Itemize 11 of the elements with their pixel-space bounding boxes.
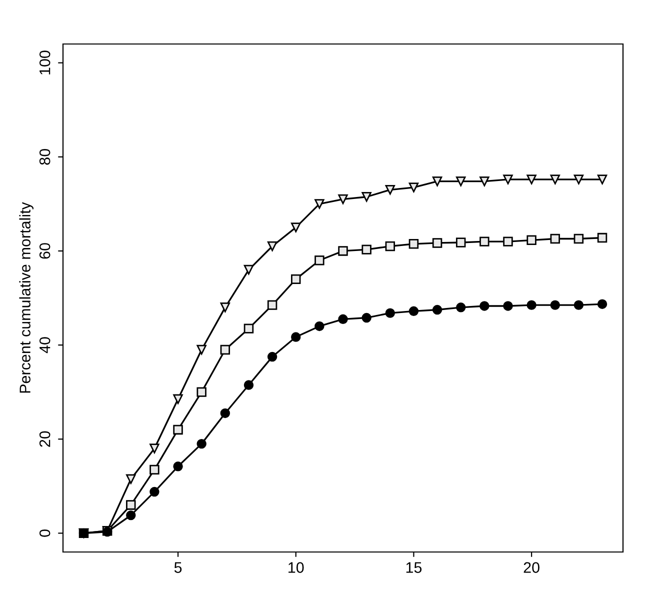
y-tick-label: 60 bbox=[39, 243, 50, 259]
y-tick-label: 40 bbox=[39, 337, 50, 354]
y-tick-label: 20 bbox=[39, 431, 50, 447]
x-tick-label: 10 bbox=[288, 562, 304, 573]
x-tick-label: 20 bbox=[524, 562, 540, 573]
y-tick-label: 100 bbox=[39, 50, 50, 74]
x-tick-label: 15 bbox=[406, 562, 422, 573]
x-tick-label: 5 bbox=[174, 562, 182, 573]
y-tick-label: 80 bbox=[39, 148, 50, 165]
y-axis-title: Percent cumulative mortality bbox=[19, 202, 34, 393]
y-tick-label: 0 bbox=[39, 530, 50, 537]
